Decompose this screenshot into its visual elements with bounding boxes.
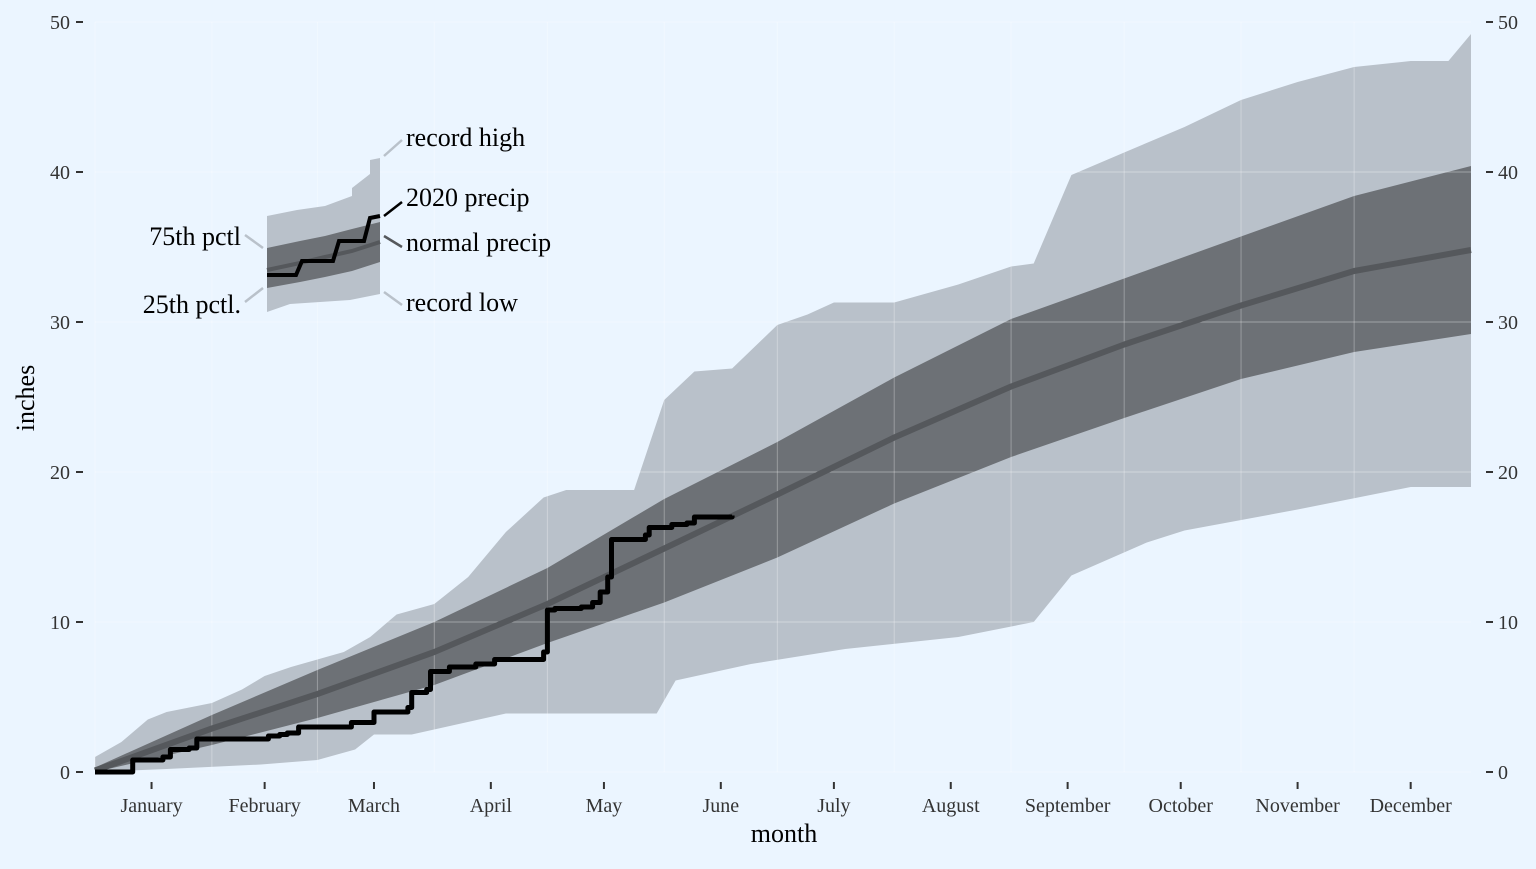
legend-inset: record high 2020 precip normal precip re… xyxy=(143,123,551,319)
y-tick-label-left: 10 xyxy=(50,612,70,634)
y-tick-label-right: 0 xyxy=(1498,762,1508,784)
legend-leader-record-low xyxy=(383,290,403,307)
axes: 0 0 10 10 20 20 30 30 40 40 50 50 January February Mar… xyxy=(50,12,1518,817)
y-tick-label-right: 30 xyxy=(1498,312,1518,334)
y-tick-label-left: 0 xyxy=(60,762,70,784)
legend-leader-normal xyxy=(383,234,403,249)
x-tick-label: January xyxy=(120,795,182,817)
y-axis-title: inches xyxy=(11,365,40,431)
y-tick-label-right: 40 xyxy=(1498,162,1518,184)
legend-pctl-band xyxy=(267,222,380,288)
legend-label-record-low: record low xyxy=(406,288,518,317)
y-tick-label-left: 40 xyxy=(50,162,70,184)
x-tick-label: April xyxy=(470,795,513,817)
legend-leader-25th xyxy=(244,287,264,303)
legend-leader-75th xyxy=(244,233,264,250)
legend-normal-line xyxy=(266,240,381,272)
y-tick-label-right: 20 xyxy=(1498,462,1518,484)
series-lines xyxy=(93,247,1472,775)
y-tick-label-left: 20 xyxy=(50,462,70,484)
legend-label-normal-precip: normal precip xyxy=(406,228,551,257)
legend-label-25th-pctl: 25th pctl. xyxy=(143,290,241,319)
y-tick-label-right: 50 xyxy=(1498,12,1518,34)
x-tick-label: September xyxy=(1025,795,1111,817)
y-tick-label-left: 30 xyxy=(50,312,70,334)
record-range-band xyxy=(95,34,1471,772)
legend-label-record-high: record high xyxy=(406,123,525,152)
x-axis-title: month xyxy=(751,819,817,848)
legend-label-75th-pctl: 75th pctl xyxy=(149,222,241,251)
y-tick-label-right: 10 xyxy=(1498,612,1518,634)
y-tick-label-left: 50 xyxy=(50,12,70,34)
precip-2020-line xyxy=(95,514,735,775)
percentile-band xyxy=(95,166,1471,772)
x-tick-label: July xyxy=(817,795,850,817)
legend-leader-precip xyxy=(383,201,403,217)
x-tick-label: October xyxy=(1149,795,1214,817)
x-tick-label: November xyxy=(1255,795,1340,817)
bands xyxy=(95,34,1471,772)
legend-label-2020-precip: 2020 precip xyxy=(406,183,529,212)
x-tick-label: May xyxy=(586,795,623,817)
x-tick-label: June xyxy=(702,795,739,817)
gridlines xyxy=(94,21,1471,773)
x-tick-label: August xyxy=(922,795,980,817)
legend-precip-line xyxy=(267,214,381,277)
x-tick-label: March xyxy=(348,795,400,817)
x-tick-label: February xyxy=(229,795,301,817)
x-tick-label: December xyxy=(1370,795,1453,817)
legend-leader-record-high xyxy=(383,139,403,157)
normal-precip-line xyxy=(93,247,1472,774)
